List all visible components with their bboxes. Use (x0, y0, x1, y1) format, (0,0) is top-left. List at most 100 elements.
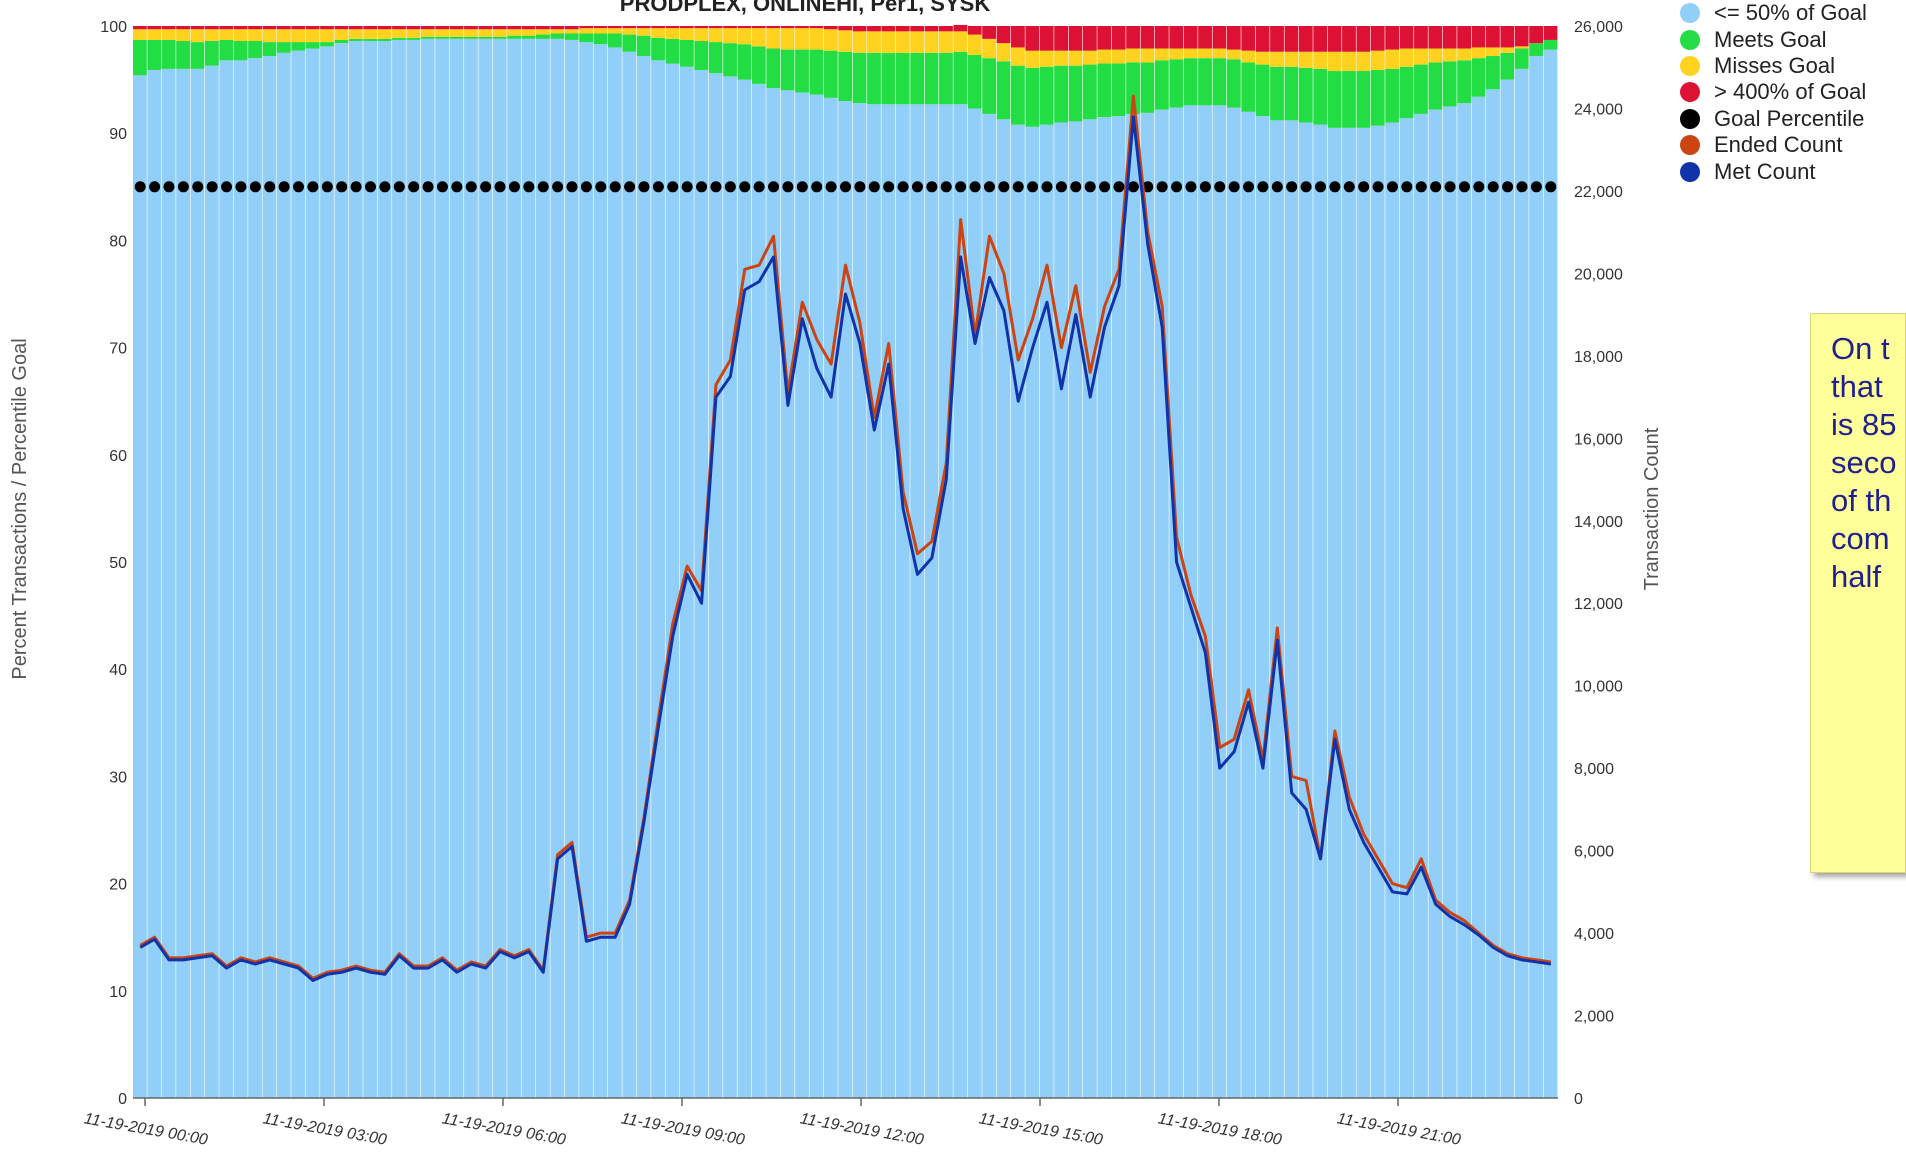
bar-le50 (176, 68, 190, 1098)
y-right-tick-label: 12,000 (1574, 596, 1623, 613)
legend-item-over400[interactable]: > 400% of Goal (1680, 79, 1906, 105)
bar-over400 (1011, 26, 1025, 48)
bar-meets (1212, 58, 1227, 106)
legend-item-ended[interactable]: Ended Count (1680, 132, 1906, 158)
bar-le50 (1097, 117, 1112, 1099)
bar-le50 (320, 46, 334, 1099)
legend-item-le50[interactable]: <= 50% of Goal (1680, 0, 1906, 26)
bar-misses (1457, 48, 1472, 61)
bar-misses (1500, 47, 1515, 53)
goal-percentile-point (1315, 181, 1326, 193)
bar-meets (910, 52, 925, 105)
bar-over400 (550, 26, 565, 30)
y-right-tick-label: 24,000 (1574, 101, 1623, 118)
bar-meets (219, 39, 234, 61)
bar-le50 (1011, 124, 1025, 1099)
bar-meets (1111, 63, 1126, 117)
bar-le50 (478, 38, 493, 1099)
y-right-tick-label: 16,000 (1574, 431, 1623, 448)
bar-meets (1385, 68, 1400, 123)
bar-over400 (708, 26, 723, 29)
bar-le50 (1428, 109, 1443, 1099)
bar-le50 (1025, 126, 1040, 1098)
x-tick-label: 11-19-2019 09:00 (620, 1110, 746, 1148)
bar-over400 (248, 26, 262, 30)
y-right-tick-label: 14,000 (1574, 514, 1623, 531)
bar-misses (665, 28, 680, 39)
bar-meets (665, 38, 680, 64)
legend: <= 50% of Goal Meets Goal Misses Goal > … (1680, 0, 1906, 185)
bar-meets (679, 39, 694, 67)
legend-dot (1680, 135, 1700, 156)
bar-meets (1471, 58, 1486, 97)
bar-misses (1140, 48, 1155, 63)
bar-le50 (708, 73, 723, 1098)
goal-percentile-point (1243, 181, 1255, 193)
bar-over400 (1083, 26, 1097, 51)
bar-misses (1241, 50, 1256, 63)
goal-percentile-point (134, 181, 146, 193)
bar-misses (1068, 50, 1083, 66)
bar-le50 (593, 44, 608, 1099)
goal-percentile-point (1156, 181, 1168, 193)
bar-misses (1370, 50, 1385, 70)
goal-percentile-point (379, 181, 391, 193)
bar-meets (1083, 64, 1097, 120)
bar-over400 (133, 26, 147, 30)
goal-percentile-point (638, 181, 650, 193)
bar-over400 (1212, 26, 1227, 49)
bar-over400 (766, 26, 781, 29)
note-line: half (1831, 559, 1881, 594)
bar-over400 (579, 26, 593, 29)
goal-percentile-point (480, 181, 492, 193)
bar-over400 (521, 26, 536, 30)
bar-misses (133, 29, 147, 40)
goal-percentile-point (1300, 181, 1312, 193)
goal-percentile-point (278, 181, 290, 193)
goal-percentile-point (393, 181, 405, 193)
bar-over400 (608, 26, 622, 29)
bar-meets (564, 33, 579, 40)
bar-le50 (924, 104, 939, 1098)
goal-percentile-point (206, 181, 218, 193)
legend-item-meets[interactable]: Meets Goal (1680, 26, 1906, 52)
bar-misses (276, 29, 291, 43)
bar-over400 (147, 26, 162, 30)
bar-misses (867, 31, 881, 53)
bar-over400 (564, 26, 579, 30)
bar-le50 (795, 92, 809, 1098)
bar-meets (507, 35, 522, 39)
bar-misses (1342, 51, 1356, 72)
legend-item-goal[interactable]: Goal Percentile (1680, 106, 1906, 132)
goal-percentile-point (422, 181, 434, 193)
bar-misses (939, 31, 953, 53)
bar-misses (248, 29, 262, 42)
bar-misses (1183, 48, 1198, 59)
bar-misses (377, 29, 392, 39)
goal-percentile-point (508, 181, 520, 193)
bar-meets (550, 33, 565, 39)
bar-meets (737, 44, 752, 80)
bar-le50 (809, 94, 824, 1099)
goal-percentile-point (710, 181, 722, 193)
bar-meets (1399, 66, 1414, 119)
goal-percentile-point (1473, 181, 1485, 193)
bar-le50 (305, 48, 320, 1098)
bar-le50 (1514, 68, 1529, 1098)
goal-percentile-series (134, 181, 1557, 193)
bar-meets (622, 34, 637, 52)
legend-item-met[interactable]: Met Count (1680, 158, 1906, 184)
legend-label: Goal Percentile (1714, 105, 1865, 131)
bar-over400 (665, 26, 680, 29)
legend-item-misses[interactable]: Misses Goal (1680, 53, 1906, 79)
bar-over400 (1154, 26, 1169, 49)
bar-meets (305, 42, 320, 49)
goal-percentile-point (1415, 181, 1427, 193)
bar-over400 (1500, 26, 1515, 48)
goal-percentile-point (436, 181, 448, 193)
bar-meets (1514, 48, 1529, 69)
bar-misses (1097, 49, 1112, 64)
goal-percentile-point (163, 181, 175, 193)
bar-meets (363, 38, 378, 41)
bar-meets (1039, 66, 1054, 125)
